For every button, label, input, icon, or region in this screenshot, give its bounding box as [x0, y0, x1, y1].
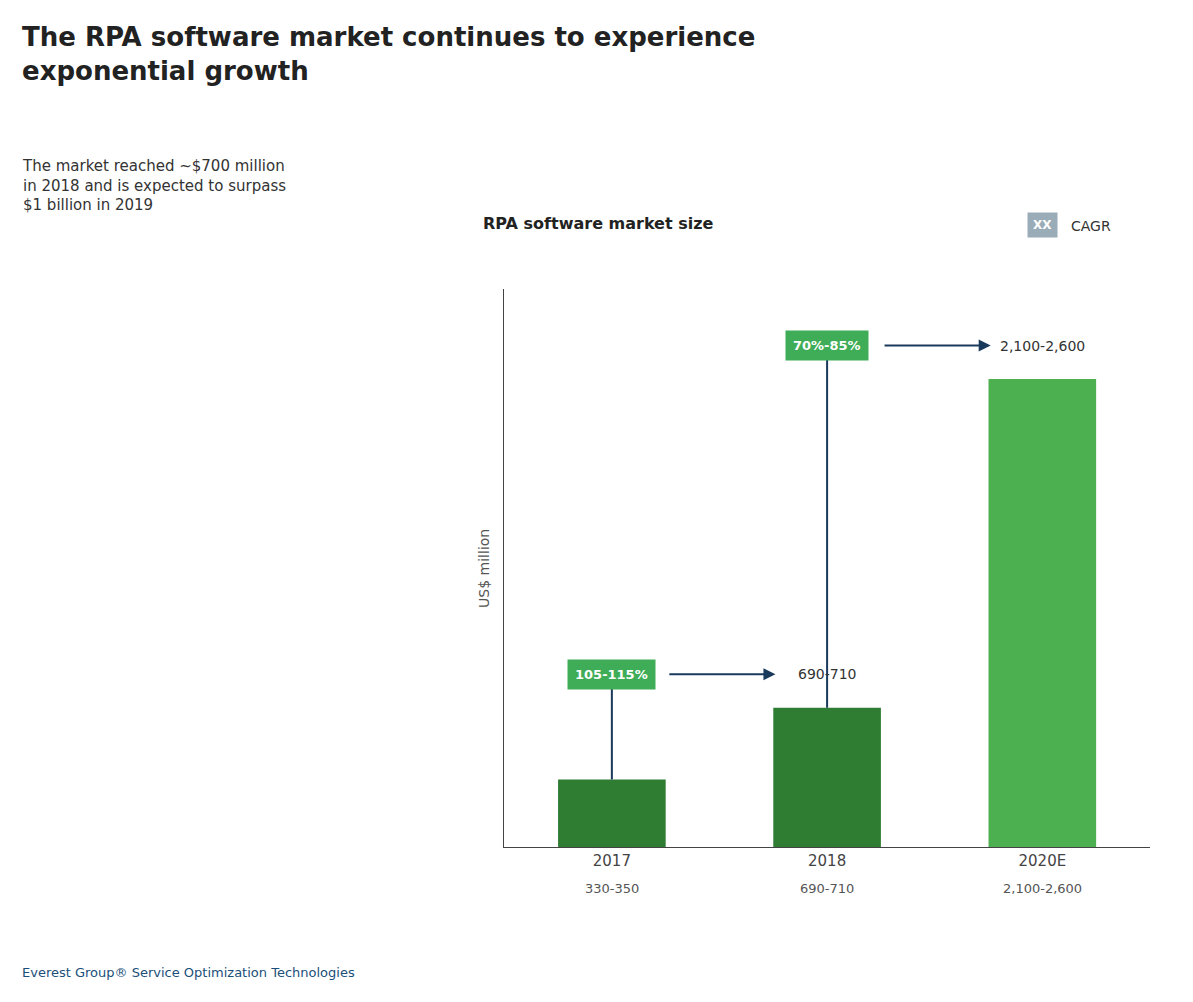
- svg-text:2,100-2,600: 2,100-2,600: [1003, 881, 1082, 896]
- svg-text:RPA software market size: RPA software market size: [483, 214, 714, 233]
- svg-text:2,100-2,600: 2,100-2,600: [1000, 338, 1085, 354]
- svg-text:105-115%: 105-115%: [575, 667, 648, 682]
- svg-text:2017: 2017: [593, 852, 631, 870]
- svg-text:2020E: 2020E: [1019, 852, 1067, 870]
- svg-text:330-350: 330-350: [585, 881, 639, 896]
- svg-text:The market reached ~$700 milli: The market reached ~$700 millionin 2018 …: [22, 157, 286, 214]
- svg-text:US$ million: US$ million: [476, 529, 492, 608]
- svg-text:690-710: 690-710: [798, 666, 857, 682]
- svg-text:The RPA software market contin: The RPA software market continues to exp…: [22, 22, 755, 86]
- svg-text:XX: XX: [1033, 218, 1052, 232]
- svg-text:2018: 2018: [808, 852, 846, 870]
- svg-text:Everest Group® Service Optimiz: Everest Group® Service Optimization Tech…: [22, 965, 355, 980]
- svg-text:CAGR: CAGR: [1071, 218, 1111, 234]
- svg-text:690-710: 690-710: [800, 881, 854, 896]
- svg-text:70%-85%: 70%-85%: [793, 338, 861, 353]
